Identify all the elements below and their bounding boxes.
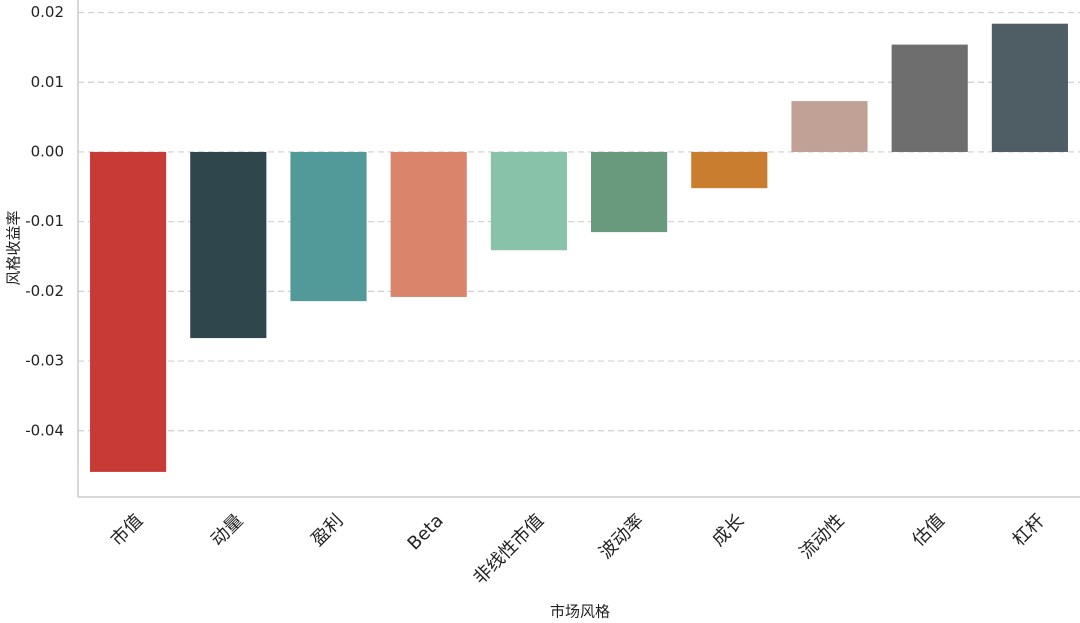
bar bbox=[991, 23, 1068, 152]
y-tick-label: 0.01 bbox=[31, 73, 64, 91]
x-tick-label: 成长 bbox=[708, 510, 748, 550]
x-tick-label: Beta bbox=[404, 510, 448, 554]
bar bbox=[90, 151, 167, 472]
bar bbox=[791, 101, 868, 152]
y-tick-label: -0.04 bbox=[25, 421, 64, 439]
x-axis-label: 市场风格 bbox=[550, 603, 610, 621]
bar bbox=[290, 151, 367, 302]
x-tick-label: 杠杆 bbox=[1009, 510, 1049, 550]
x-tick-label: 估值 bbox=[908, 510, 948, 550]
y-tick-label: -0.02 bbox=[25, 282, 64, 300]
y-tick-label: -0.01 bbox=[25, 212, 64, 230]
x-tick-label: 动量 bbox=[207, 510, 247, 550]
x-tick-label: 非线性市值 bbox=[469, 510, 547, 588]
bar bbox=[591, 151, 668, 233]
y-axis-label: 风格收益率 bbox=[5, 210, 23, 285]
bar bbox=[390, 151, 467, 297]
bar bbox=[891, 44, 968, 152]
x-tick-label: 波动率 bbox=[595, 510, 648, 563]
y-tick-label: 0.00 bbox=[31, 142, 64, 160]
y-tick-label: 0.02 bbox=[31, 3, 64, 21]
x-tick-label: 盈利 bbox=[307, 510, 347, 550]
bar bbox=[490, 151, 567, 251]
bar bbox=[190, 151, 267, 339]
bar bbox=[691, 151, 768, 189]
x-tick-label: 流动性 bbox=[796, 510, 849, 563]
y-tick-label: -0.03 bbox=[25, 352, 64, 370]
x-tick-label: 市值 bbox=[107, 510, 147, 550]
